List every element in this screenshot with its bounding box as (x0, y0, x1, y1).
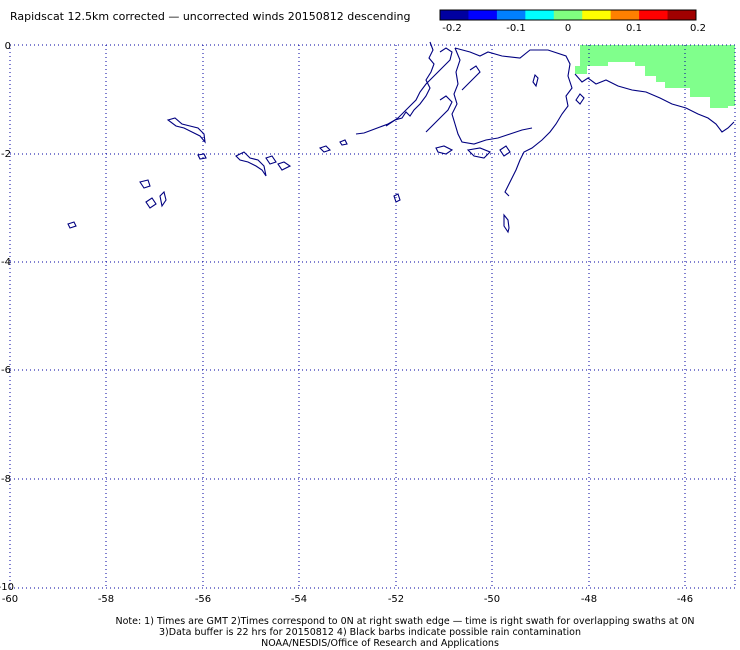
coastline (454, 47, 573, 197)
coastline (265, 155, 277, 165)
colorbar-frame (439, 9, 697, 21)
colorbar-segment (468, 10, 498, 20)
colorbar-segment (639, 10, 669, 20)
y-axis: 0 -2 -4 -6 -8 -10 (0, 41, 14, 593)
x-tick-label: -58 (98, 594, 114, 605)
coastline (499, 145, 511, 157)
coastline (67, 221, 77, 229)
coastline (451, 47, 533, 145)
note-line-3: NOAA/NESDIS/Office of Research and Appli… (261, 638, 499, 649)
colorbar-segment (553, 10, 583, 20)
coastline (503, 213, 510, 234)
colorbar-tick-label: -0.1 (506, 23, 526, 34)
x-tick-label: -60 (2, 594, 18, 605)
coastline (393, 193, 401, 203)
coastline (574, 73, 735, 133)
colorbar-segment (496, 10, 526, 20)
swath-fill (575, 45, 735, 108)
coastline (166, 117, 206, 144)
colorbar-segment (440, 10, 469, 20)
colorbar-segment (667, 10, 697, 20)
coastline (145, 197, 157, 209)
coastline (339, 139, 348, 146)
x-axis: -60 -58 -56 -54 -52 -50 -48 -46 (2, 594, 693, 605)
coastline (235, 151, 267, 177)
coastline (435, 145, 454, 155)
swath-region (575, 45, 735, 108)
x-tick-label: -50 (484, 594, 500, 605)
colorbar-tick-label: 0.1 (626, 23, 642, 34)
colorbar: -0.2 -0.1 0 0.1 0.2 (439, 9, 706, 34)
coastline (461, 65, 481, 91)
y-tick-label: -2 (1, 149, 11, 160)
colorbar-tick-label: 0 (565, 23, 571, 34)
coastline (318, 145, 332, 153)
x-tick-label: -56 (195, 594, 211, 605)
colorbar-tick-label: 0.2 (690, 23, 706, 34)
coastline (197, 153, 207, 160)
coastline (139, 179, 151, 189)
colorbar-segment (610, 10, 640, 20)
x-tick-label: -52 (388, 594, 404, 605)
note-line-2: 3)Data buffer is 22 hrs for 20150812 4) … (159, 627, 581, 638)
coastline (575, 93, 585, 105)
colorbar-tick-label: -0.2 (442, 23, 462, 34)
colorbar-segment (582, 10, 612, 20)
map-grid (9, 44, 736, 589)
map-title: Rapidscat 12.5km corrected — uncorrected… (10, 10, 411, 23)
y-tick-label: -4 (1, 257, 11, 268)
y-tick-label: 0 (5, 41, 11, 52)
coastline (466, 147, 491, 159)
coastline (355, 41, 435, 135)
colorbar-segment (525, 10, 555, 20)
coastline (425, 95, 453, 133)
y-tick-label: -8 (1, 474, 11, 485)
x-tick-label: -48 (581, 594, 597, 605)
y-tick-label: -6 (1, 365, 11, 376)
coastline (385, 47, 453, 127)
coastline (159, 190, 167, 208)
coastline (277, 161, 292, 171)
x-tick-label: -54 (291, 594, 307, 605)
coastline (532, 73, 539, 88)
y-tick-label: -10 (0, 582, 14, 593)
plot-frame (9, 44, 736, 589)
note-line-1: Note: 1) Times are GMT 2)Times correspon… (115, 616, 695, 627)
coastlines (67, 41, 735, 234)
x-tick-label: -46 (677, 594, 693, 605)
